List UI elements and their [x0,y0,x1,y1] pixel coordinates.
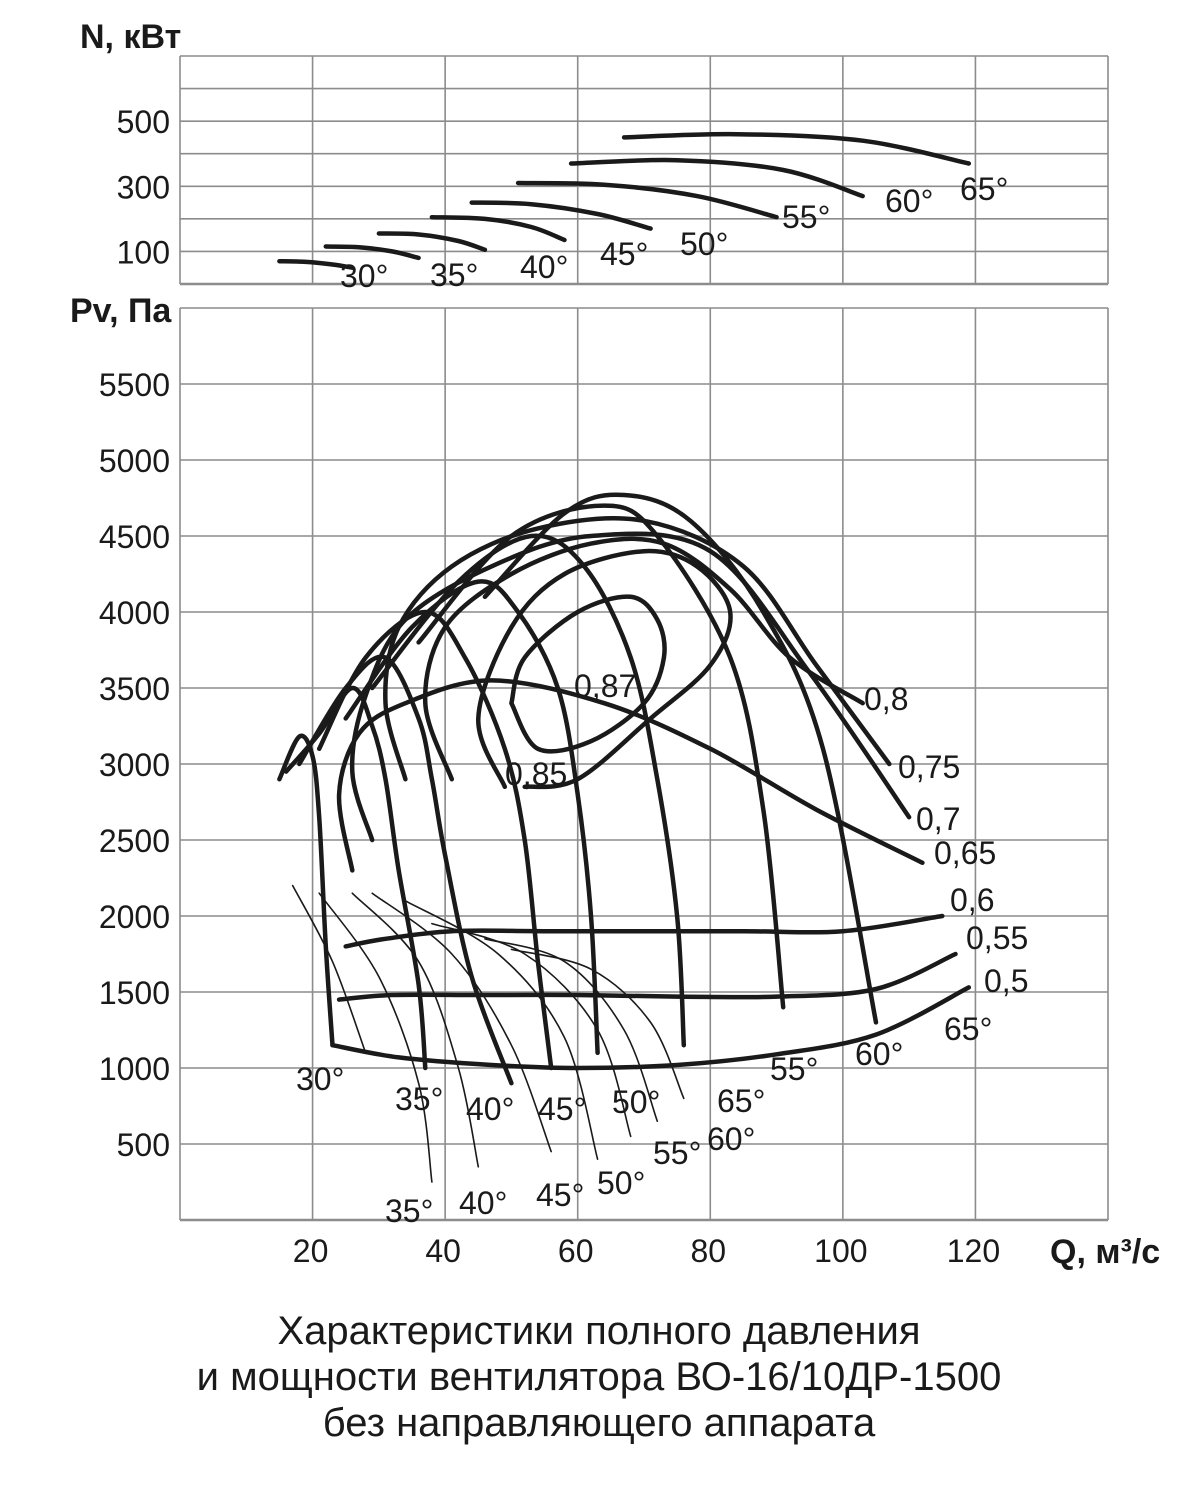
power-curve [323,244,421,261]
power-tick-label: 100 [117,234,170,270]
power-angle-line [351,892,480,1168]
efficiency-contour [349,531,912,843]
pressure-tick-label: 5500 [99,367,170,403]
power-angle-line [431,922,632,1138]
pressure-angle-label: 30° [296,1061,344,1097]
fan-characteristic-chart: N, кВт Pv, Па Q, м³/с 100 300 500 500 1000 15… [70,18,1160,1271]
power-angle-line [291,884,367,1054]
power-angle-label: 65° [717,1083,765,1119]
pressure-angle-label: 40° [466,1091,514,1127]
power-angle-label: 40° [459,1185,507,1221]
power-curve [376,231,488,253]
power-angle-line [510,948,685,1100]
efficiency-contour [336,951,958,1002]
power-curve-label: 65° [960,171,1008,207]
power-curve [515,180,779,220]
power-tick-label: 500 [117,104,170,140]
pressure-curve [283,685,428,1071]
pressure-tick-label: 1500 [99,975,170,1011]
power-grid [179,55,1109,286]
efficiency-contour [422,536,865,782]
power-curve-label: 30° [340,258,388,294]
pressure-tick-label: 4000 [99,595,170,631]
efficiency-label: 0,75 [898,749,960,785]
efficiency-label: 0,85 [505,756,567,792]
efficiency-contour [336,678,925,873]
power-curve [469,200,653,231]
power-axis-title: N, кВт [80,18,181,56]
power-angle-label: 35° [385,1193,433,1229]
chart-curves [277,131,972,1183]
chart-labels: N, кВт Pv, Па Q, м³/с 100 300 500 500 1000 15… [70,18,1160,1271]
pressure-axis-title: Pv, Па [70,292,172,330]
power-angle-label: 55° [653,1135,701,1171]
power-curve-label: 50° [680,226,728,262]
caption-line-1: Характеристики полного давления [277,1309,921,1353]
power-curve [621,131,972,166]
pressure-angle-label: 65° [944,1011,992,1047]
pressure-tick-label: 2500 [99,823,170,859]
pressure-grid [179,307,1109,1222]
caption-line-3: без направляющего аппарата [322,1401,876,1445]
flow-tick-label: 40 [425,1233,461,1269]
power-angle-line [371,892,552,1153]
pressure-angle-label: 45° [538,1091,586,1127]
efficiency-label: 0,55 [966,920,1028,956]
power-tick-label: 300 [117,169,170,205]
efficiency-label: 0,6 [950,882,994,918]
power-angle-line [484,938,659,1122]
efficiency-label: 0,8 [864,681,908,717]
efficiency-label: 0,87 [574,668,636,704]
power-curve-label: 60° [885,183,933,219]
flow-tick-label: 60 [558,1233,594,1269]
efficiency-contour [476,548,733,790]
pressure-curve [482,492,879,1025]
power-curve-label: 35° [430,257,478,293]
flow-tick-label: 100 [814,1233,867,1269]
pressure-angle-label: 55° [770,1051,818,1087]
pressure-angle-label: 60° [855,1036,903,1072]
pressure-tick-label: 2000 [99,899,170,935]
pressure-angle-label: 50° [612,1084,660,1120]
pressure-angle-label: 35° [395,1081,443,1117]
pressure-tick-label: 5000 [99,443,170,479]
flow-tick-label: 20 [293,1233,329,1269]
efficiency-label: 0,7 [916,801,960,837]
efficiency-label: 0,65 [934,835,996,871]
pressure-tick-label: 4500 [99,519,170,555]
power-curve [429,214,567,243]
pressure-tick-label: 500 [117,1127,170,1163]
caption-line-2: и мощности вентилятора ВО-16/10ДР-1500 [196,1355,1002,1399]
chart-caption: Характеристики полного давления и мощнос… [0,1308,1198,1446]
pressure-curve [316,609,554,1071]
power-angle-label: 45° [536,1177,584,1213]
power-angle-line [318,892,433,1183]
power-angle-label: 60° [707,1121,755,1157]
power-curve-label: 55° [782,199,830,235]
power-curve [277,258,355,270]
power-angle-label: 50° [597,1165,645,1201]
efficiency-contour [330,985,972,1071]
power-curve-label: 40° [520,249,568,285]
power-angle-line [404,900,599,1160]
efficiency-contour [509,594,667,754]
flow-tick-label: 80 [690,1233,726,1269]
pressure-tick-label: 3000 [99,747,170,783]
flow-axis-title: Q, м³/с [1050,1233,1160,1271]
efficiency-label: 0,5 [984,963,1028,999]
pressure-curve [343,579,600,1056]
pressure-tick-label: 1000 [99,1051,170,1087]
efficiency-contour [343,913,945,949]
flow-tick-label: 120 [947,1233,1000,1269]
power-curve-label: 45° [600,236,648,272]
pressure-tick-label: 3500 [99,671,170,707]
efficiency-contour [383,515,892,782]
power-curve [568,157,865,199]
pressure-curve [277,733,335,1048]
